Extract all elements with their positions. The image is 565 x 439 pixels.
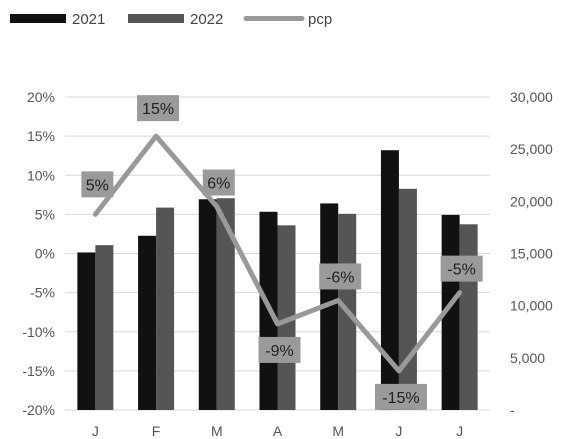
y-right-tick-label: 25,000 [510,141,553,157]
data-label-group: -5% [440,255,483,282]
data-label-box [440,255,483,282]
legend-swatch [128,14,184,23]
data-label-box [81,171,114,198]
y-axis-left: -20% -15% -10% -5% 0% 5% 10% 15% 20% [22,89,55,418]
data-label: -6% [326,269,354,286]
y-left-tick-label: 5% [35,206,55,222]
x-tick-label: J [456,423,463,439]
y-right-tick-label: 15,000 [510,246,553,262]
x-tick-label: M [211,423,223,439]
pcp-line [92,133,463,374]
legend-label: pcp [308,11,332,28]
data-label: 6% [207,176,230,193]
bars [77,150,478,410]
legend-swatch [10,14,66,23]
legend-label: 2021 [72,11,105,28]
y-right-tick-label: 10,000 [510,298,553,314]
x-tick-label: M [332,423,344,439]
bar-2021 [138,235,157,410]
data-labels: 5% 15% 6% -9% -6% -15% -5% [81,95,483,410]
bar-2022 [95,245,114,410]
y-right-tick-label: 5,000 [510,350,545,366]
bar-2021 [198,199,217,410]
bar-2022 [277,225,296,410]
data-label-box [202,169,235,196]
data-label: -9% [265,343,293,360]
legend-item: pcp [243,11,332,28]
data-label-box [258,336,301,363]
y-right-tick-label: 30,000 [510,89,553,105]
y-left-tick-label: -5% [30,285,55,301]
y-left-tick-label: -15% [22,363,55,379]
pcp-line-layer [92,133,463,374]
bar-2021 [380,150,399,410]
data-label-group: -9% [258,336,301,363]
bar-2021 [77,252,96,410]
data-label-box [319,263,362,290]
x-tick-label: J [395,423,402,439]
data-label: -5% [447,262,475,279]
bar-2021 [320,203,339,410]
data-label: 5% [86,177,109,194]
legend: 2021 2022 pcp [10,11,332,28]
legend-label: 2022 [190,11,223,28]
bar-2022 [216,198,235,410]
data-label-box [374,383,427,410]
y-left-tick-label: 10% [27,167,55,183]
data-label-box [137,95,180,122]
x-tick-label: F [152,423,161,439]
y-right-tick-label: 20,000 [510,193,553,209]
x-tick-label: A [273,423,283,439]
bar-2022 [398,188,417,410]
data-label-group: 5% [81,171,114,198]
data-label-group: 15% [137,95,180,122]
data-label: -15% [382,390,419,407]
x-tick-label: J [92,423,99,439]
y-left-tick-label: 0% [35,246,55,262]
data-label-group: -6% [319,263,362,290]
y-left-tick-label: 15% [27,128,55,144]
data-label: 15% [142,101,174,118]
data-label-group: -15% [374,383,427,410]
legend-item: 2022 [128,11,223,28]
y-left-tick-label: -10% [22,324,55,340]
y-axis-right: - 5,000 10,000 15,000 20,000 25,000 30,000 [510,89,553,418]
data-label-group: 6% [202,169,235,196]
bar-2022 [156,207,175,410]
y-left-tick-label: -20% [22,402,55,418]
bar-2022 [459,224,478,410]
y-right-tick-label: - [510,402,515,418]
y-left-tick-label: 20% [27,89,55,105]
legend-item: 2021 [10,11,105,28]
